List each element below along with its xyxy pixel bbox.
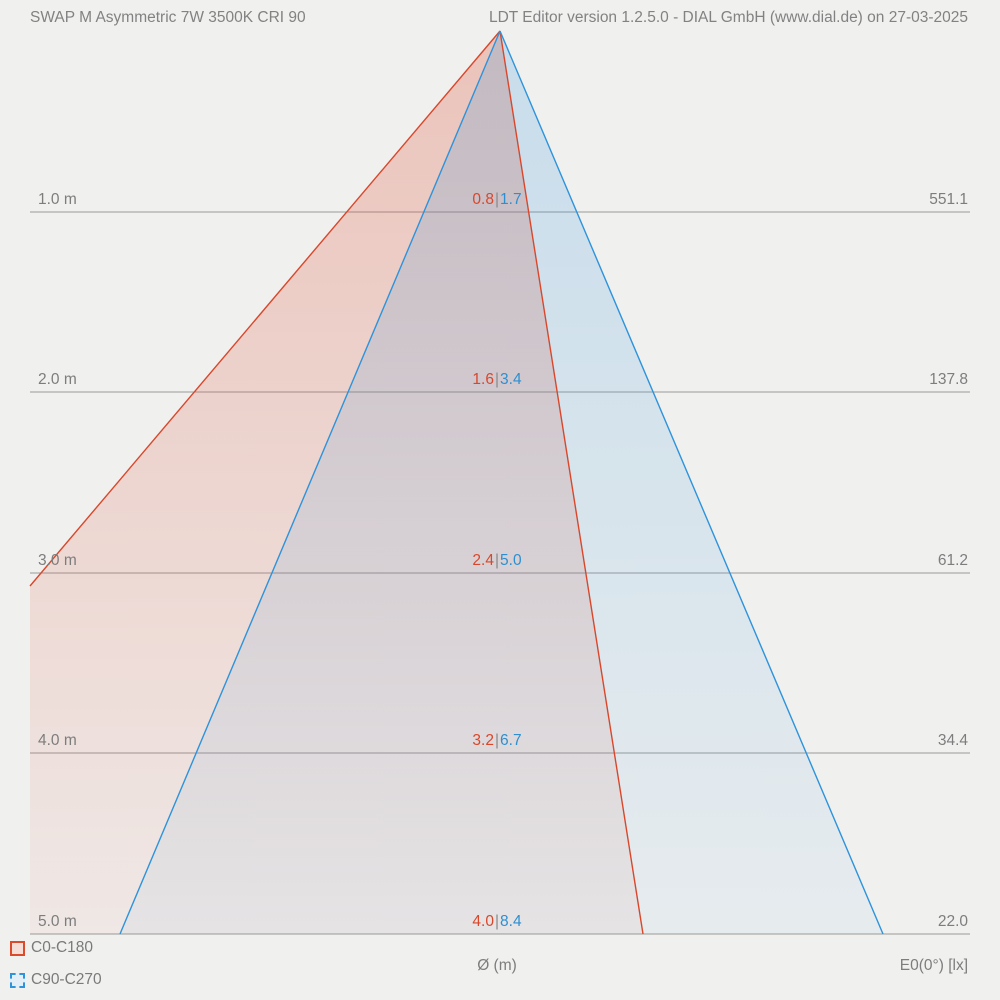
diameter-label-5m: 4.0 | 8.4 — [472, 912, 521, 932]
c0-diameter-value: 4.0 — [472, 913, 494, 930]
c0-diameter-value: 2.4 — [472, 552, 494, 569]
editor-version-title: LDT Editor version 1.2.5.0 - DIAL GmbH (… — [488, 9, 968, 26]
illuminance-value-5m: 22.0 — [937, 913, 968, 930]
illuminance-value-1m: 551.1 — [929, 191, 968, 208]
c90-diameter-value: 6.7 — [500, 732, 522, 749]
legend-label: C90-C270 — [31, 971, 102, 988]
distance-label-1m: 1.0 m — [38, 191, 77, 208]
c0-cone-edges — [29, 30, 644, 935]
c0-c180-swatch-icon — [10, 940, 25, 956]
diameter-separator: | — [494, 732, 500, 749]
illuminance-value-2m: 137.8 — [929, 371, 968, 388]
illuminance-axis-label: E0(0°) [lx] — [899, 957, 968, 974]
c90-diameter-value: 8.4 — [500, 913, 522, 930]
c90-diameter-value: 5.0 — [500, 552, 522, 569]
distance-label-3m: 3.0 m — [38, 552, 77, 569]
c90-diameter-value: 1.7 — [500, 191, 522, 208]
c0-diameter-value: 3.2 — [472, 732, 494, 749]
c90-cone-edges — [119, 30, 884, 935]
distance-label-4m: 4.0 m — [38, 732, 77, 749]
diameter-axis-label: Ø (m) — [477, 957, 517, 974]
diameter-separator: | — [494, 552, 500, 569]
legend-item-c90-c270: C90-C270 — [10, 971, 102, 989]
diameter-label-1m: 0.8 | 1.7 — [472, 190, 521, 210]
c0-diameter-value: 1.6 — [472, 371, 494, 388]
diameter-separator: | — [494, 371, 500, 388]
diameter-label-4m: 3.2 | 6.7 — [472, 731, 521, 751]
c90-c270-swatch-icon — [10, 972, 25, 988]
illuminance-value-4m: 34.4 — [937, 732, 968, 749]
c90-diameter-value: 3.4 — [500, 371, 522, 388]
diameter-separator: | — [494, 191, 500, 208]
distance-label-5m: 5.0 m — [38, 913, 77, 930]
distance-label-2m: 2.0 m — [38, 371, 77, 388]
illuminance-value-3m: 61.2 — [937, 552, 968, 569]
diameter-separator: | — [494, 913, 500, 930]
legend-label: C0-C180 — [31, 939, 94, 956]
legend-item-c0-c180: C0-C180 — [10, 939, 93, 957]
diameter-label-3m: 2.4 | 5.0 — [472, 551, 521, 571]
diameter-label-2m: 1.6 | 3.4 — [472, 370, 521, 390]
luminaire-title: SWAP M Asymmetric 7W 3500K CRI 90 — [30, 9, 306, 26]
c90-cone-fill — [120, 31, 883, 934]
c0-diameter-value: 0.8 — [472, 191, 494, 208]
